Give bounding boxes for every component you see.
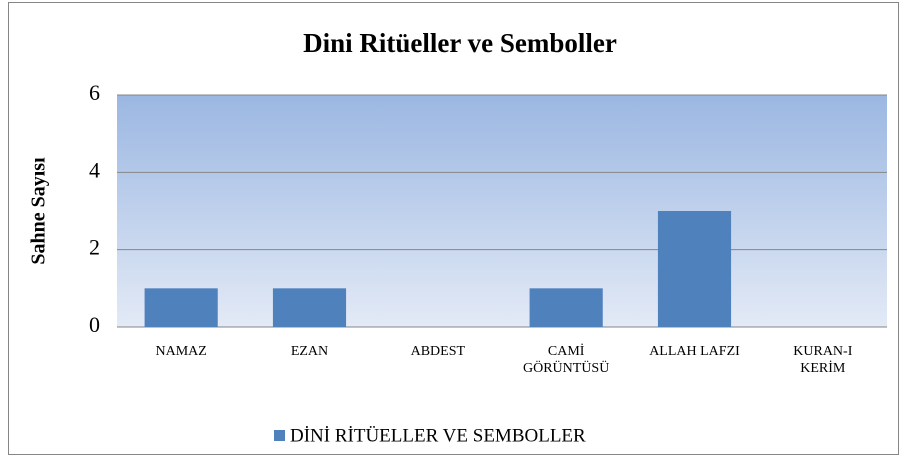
- plot-area: [117, 95, 887, 327]
- x-tick-label: KURAN-I KERİM: [793, 344, 853, 376]
- y-tick-label: 4: [89, 157, 100, 182]
- x-tick-label: EZAN: [290, 344, 329, 359]
- bar: [144, 288, 218, 327]
- y-tick-label: 0: [89, 312, 100, 337]
- x-tick-label: CAMİ GÖRÜNTÜSÜ: [522, 344, 610, 376]
- bar: [529, 288, 603, 327]
- y-tick-label: 2: [89, 235, 100, 260]
- x-tick-label: ALLAH LAFZI: [649, 344, 740, 359]
- legend-swatch: [274, 430, 285, 441]
- x-tick-label: NAMAZ: [155, 344, 207, 359]
- bar: [657, 211, 732, 327]
- legend-label: DİNİ RİTÜELLER VE SEMBOLLER: [290, 425, 586, 446]
- y-tick-label: 6: [89, 80, 100, 105]
- y-axis-label: Sahne Sayısı: [28, 157, 50, 265]
- bar: [272, 288, 347, 327]
- chart-title: Dini Ritüeller ve Semboller: [303, 28, 617, 58]
- x-tick-label: ABDEST: [410, 344, 466, 359]
